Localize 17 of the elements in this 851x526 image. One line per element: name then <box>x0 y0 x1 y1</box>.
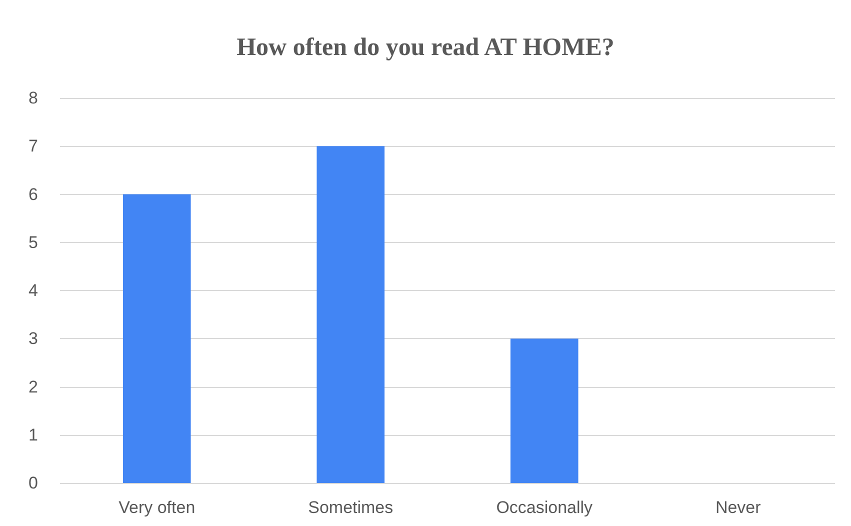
bar <box>122 194 191 483</box>
y-tick-label: 1 <box>28 425 38 444</box>
x-tick-label: Occasionally <box>496 498 594 517</box>
y-tick-label: 3 <box>28 329 38 348</box>
y-tick-label: 2 <box>28 377 38 396</box>
y-tick-label: 4 <box>28 281 38 300</box>
y-tick-label: 5 <box>28 232 38 252</box>
y-tick-label: 7 <box>28 136 38 156</box>
x-tick-label: Sometimes <box>308 498 394 517</box>
chart-title: How often do you read AT HOME? <box>236 34 614 61</box>
x-tick-label: Never <box>715 498 762 517</box>
y-tick-label: 0 <box>28 474 38 492</box>
bar <box>316 146 385 483</box>
x-tick-label: Very often <box>118 498 196 517</box>
bar <box>510 338 578 483</box>
y-tick-label: 8 <box>28 88 38 108</box>
y-tick-label: 6 <box>28 184 38 204</box>
